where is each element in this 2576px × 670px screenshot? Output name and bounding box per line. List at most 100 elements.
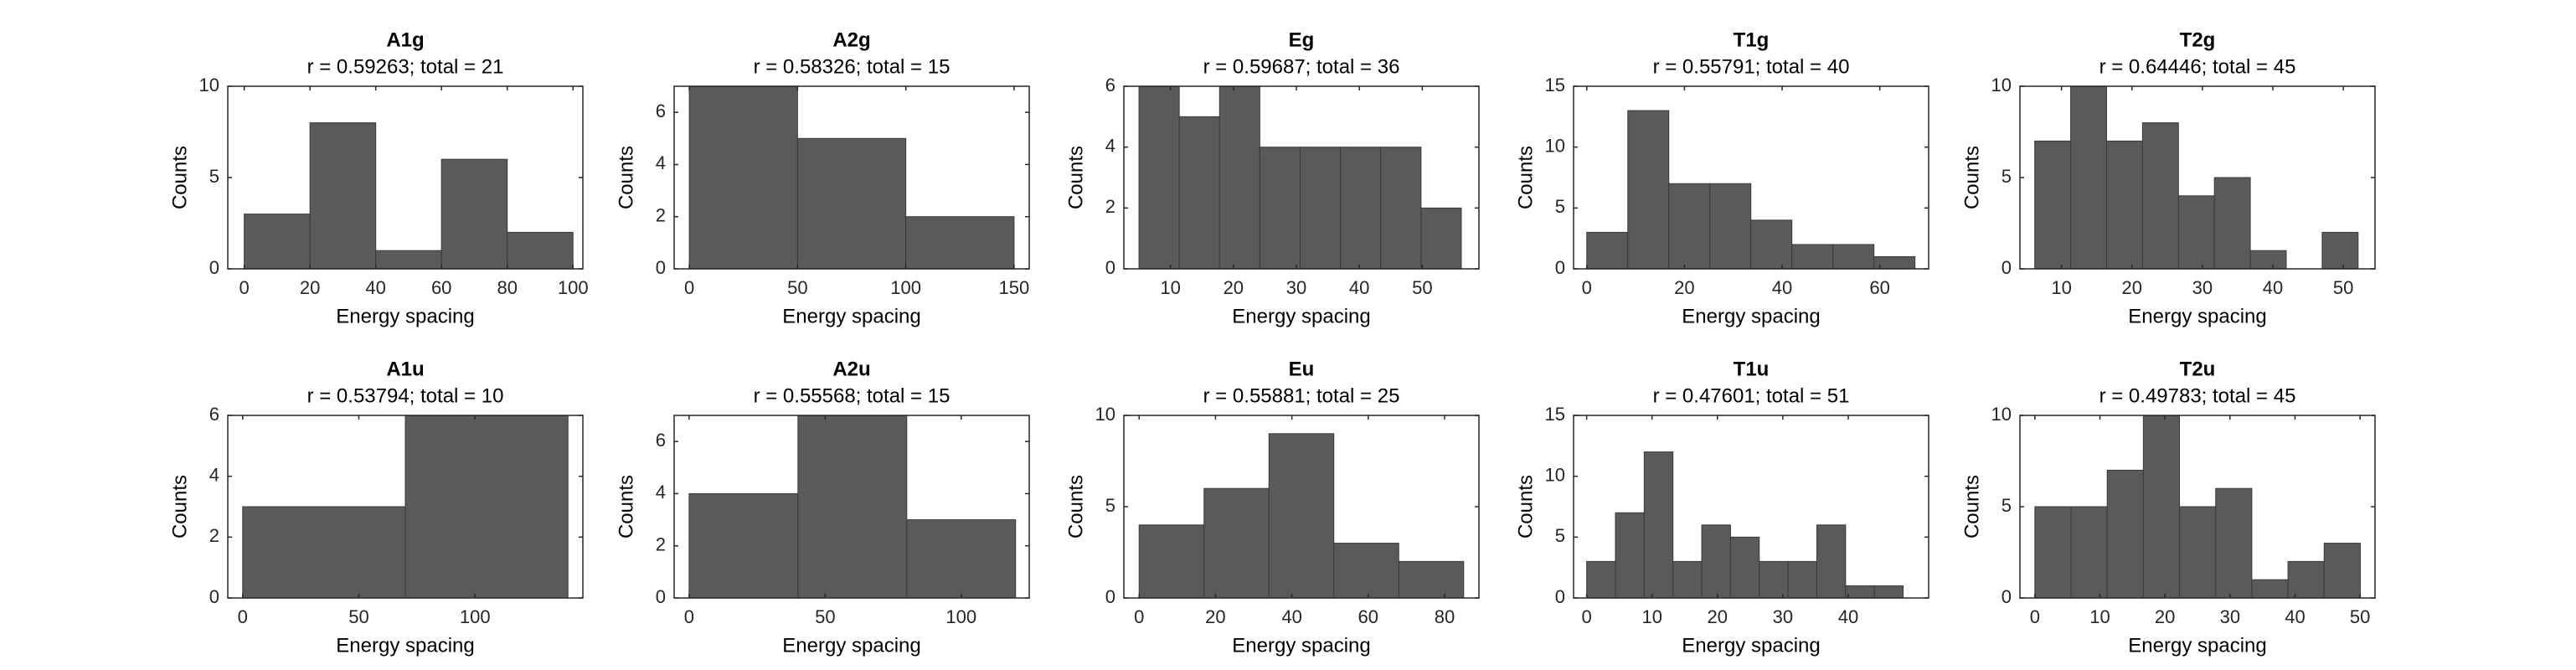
x-tick-label: 40 [365, 277, 385, 298]
x-axis-label: Energy spacing [1682, 305, 1820, 327]
histogram-bar [1873, 585, 1904, 599]
y-tick-label: 4 [1105, 135, 1115, 156]
histogram-bar [2106, 469, 2144, 599]
histogram-bar [2287, 560, 2325, 599]
chart-title: A1g [386, 28, 424, 51]
histogram-bar [2179, 506, 2217, 599]
histogram-bar [1643, 451, 1674, 599]
histogram-bar [1586, 560, 1616, 599]
x-tick-label: 0 [2030, 606, 2040, 627]
x-tick-label: 20 [1674, 277, 1694, 298]
x-tick-label: 20 [2155, 606, 2175, 627]
y-tick-label: 0 [2002, 257, 2012, 278]
x-axis-label: Energy spacing [1232, 305, 1370, 327]
y-tick-label: 6 [1105, 75, 1115, 95]
chart-subtitle: r = 0.55791; total = 40 [1653, 55, 1850, 78]
x-tick-label: 40 [1772, 277, 1792, 298]
x-tick-label: 30 [1773, 606, 1793, 627]
histogram-bar [1832, 244, 1875, 270]
histogram-bar [1845, 585, 1875, 599]
x-tick-label: 50 [2350, 606, 2370, 627]
chart-title: T2g [2180, 28, 2216, 51]
histogram-bar [797, 415, 908, 599]
histogram-bar [2141, 122, 2179, 270]
x-tick-label: 0 [1581, 606, 1591, 627]
histogram-bar [2251, 579, 2289, 599]
chart-subtitle: r = 0.55568; total = 15 [754, 384, 951, 407]
y-tick-label: 0 [209, 257, 219, 278]
y-tick-label: 4 [209, 464, 219, 485]
chart-title: A2g [832, 28, 870, 51]
histogram-bar [1203, 487, 1270, 599]
histogram-bar [1750, 219, 1793, 270]
x-tick-label: 0 [238, 606, 248, 627]
histogram-bar [507, 231, 574, 270]
x-tick-label: 10 [2089, 606, 2110, 627]
y-tick-label: 6 [209, 404, 219, 425]
y-tick-label: 5 [2002, 495, 2012, 516]
x-tick-label: 100 [558, 277, 589, 298]
histogram-bar [2213, 177, 2251, 270]
axes-box [1573, 415, 1929, 599]
x-tick-label: 40 [1281, 606, 1301, 627]
histogram-bar [1791, 244, 1834, 270]
axes-box [673, 85, 1030, 270]
histogram-bar [1218, 85, 1260, 270]
histogram-bar [2249, 250, 2287, 270]
x-tick-label: 10 [1641, 606, 1662, 627]
x-axis-label: Energy spacing [336, 305, 474, 327]
histogram-bar [1333, 543, 1399, 599]
chart-subtitle: r = 0.49783; total = 45 [2099, 384, 2296, 407]
x-tick-label: 60 [1358, 606, 1378, 627]
x-tick-label: 50 [787, 277, 807, 298]
chart-title: Eg [1289, 28, 1315, 51]
x-axis-label: Energy spacing [1682, 634, 1820, 657]
histogram-bar [906, 519, 1017, 599]
x-tick-label: 50 [815, 606, 835, 627]
histogram-bar [1701, 524, 1731, 599]
x-axis-label: Energy spacing [336, 634, 474, 657]
y-tick-label: 10 [1095, 404, 1115, 425]
x-tick-label: 0 [1134, 606, 1144, 627]
x-tick-label: 50 [1412, 277, 1432, 298]
histogram-bar [905, 216, 1015, 270]
y-tick-label: 10 [1991, 75, 2012, 95]
y-axis-label: Counts [1064, 475, 1087, 539]
y-tick-label: 5 [209, 166, 219, 187]
histogram-bar [1268, 433, 1335, 599]
x-tick-label: 60 [1869, 277, 1889, 298]
y-tick-label: 4 [656, 152, 666, 173]
axes-box [227, 415, 584, 599]
x-tick-label: 100 [890, 277, 921, 298]
x-tick-label: 40 [1838, 606, 1858, 627]
y-tick-label: 4 [656, 482, 666, 502]
x-tick-label: 40 [2263, 277, 2283, 298]
x-tick-label: 0 [1582, 277, 1592, 298]
axes-box [1123, 85, 1480, 270]
chart-title: T2u [2180, 358, 2216, 380]
histogram-bar [1787, 560, 1817, 599]
y-tick-label: 5 [1105, 495, 1115, 516]
y-tick-label: 5 [2002, 166, 2012, 187]
x-tick-label: 100 [460, 606, 491, 627]
histogram-bar [1668, 183, 1711, 270]
histogram-bar [2215, 487, 2253, 599]
y-axis-label: Counts [1960, 146, 1983, 209]
x-tick-label: 100 [945, 606, 976, 627]
histogram-bar [2034, 506, 2072, 599]
chart-subtitle: r = 0.59687; total = 36 [1203, 55, 1400, 78]
x-tick-label: 20 [1708, 606, 1728, 627]
histogram-bar [1615, 512, 1645, 599]
histogram-bar [1709, 183, 1752, 270]
histogram-bar [404, 415, 569, 599]
histogram-bar [244, 214, 311, 270]
y-tick-label: 0 [1105, 586, 1115, 607]
histogram-bar [688, 492, 799, 599]
chart-title: A2u [832, 358, 870, 380]
histogram-bar [440, 158, 508, 270]
histogram-bar [2321, 231, 2359, 270]
histogram-bar [1138, 524, 1205, 599]
x-tick-label: 20 [1224, 277, 1244, 298]
y-tick-label: 15 [1545, 404, 1565, 425]
histogram-bar [1259, 147, 1301, 270]
